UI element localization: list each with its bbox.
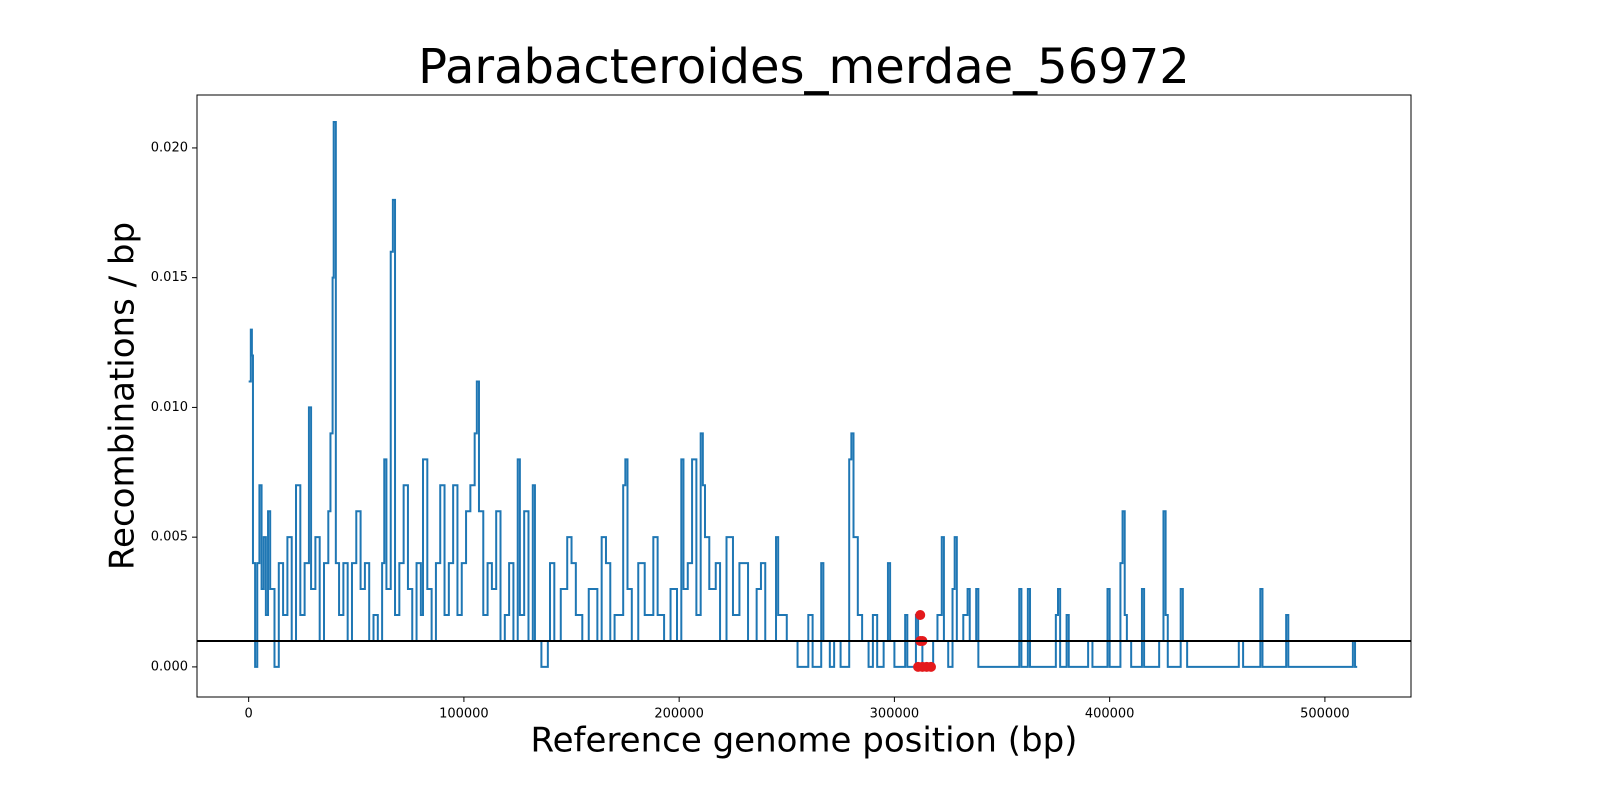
step-line bbox=[248, 120, 1358, 668]
y-tick-label: 0.020 bbox=[151, 140, 188, 155]
highlight-point bbox=[915, 610, 926, 621]
x-tick-label: 300000 bbox=[870, 707, 920, 722]
y-axis-label: Recombinations / bp bbox=[103, 222, 143, 570]
plot-frame bbox=[196, 94, 1412, 698]
y-tick-label: 0.010 bbox=[151, 400, 188, 415]
y-tick-label: 0.015 bbox=[151, 270, 188, 285]
chart-title: Parabacteroides_merdae_56972 bbox=[418, 39, 1190, 95]
x-tick-label: 0 bbox=[245, 707, 253, 722]
x-tick-label: 200000 bbox=[654, 707, 704, 722]
x-tick-label: 400000 bbox=[1085, 707, 1135, 722]
x-tick-label: 500000 bbox=[1300, 707, 1350, 722]
highlight-point bbox=[925, 661, 936, 672]
y-tick-label: 0.000 bbox=[151, 659, 188, 674]
y-tick-label: 0.005 bbox=[151, 530, 188, 545]
x-tick-label: 100000 bbox=[439, 707, 489, 722]
x-axis-label: Reference genome position (bp) bbox=[531, 721, 1078, 761]
